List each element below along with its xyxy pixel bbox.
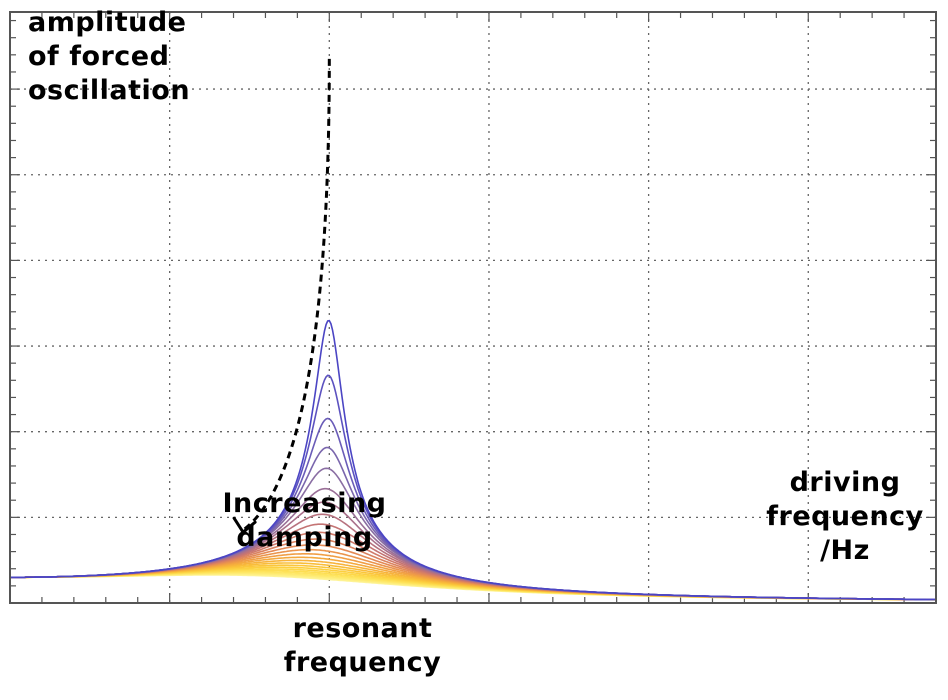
plot-frame [9,11,937,604]
x-tick-label-resonant-frequency: resonant frequency [283,613,442,678]
damping-arrow-head [232,516,257,534]
damping-annotation: Increasing damping [222,488,387,553]
x-axis-label: driving frequency /Hz [766,467,924,566]
series-line [10,319,936,601]
y-axis-label: amplitude of forced oscillation [28,7,191,106]
grid [10,12,936,603]
series-group [10,319,937,601]
damping-arrow [232,58,331,534]
